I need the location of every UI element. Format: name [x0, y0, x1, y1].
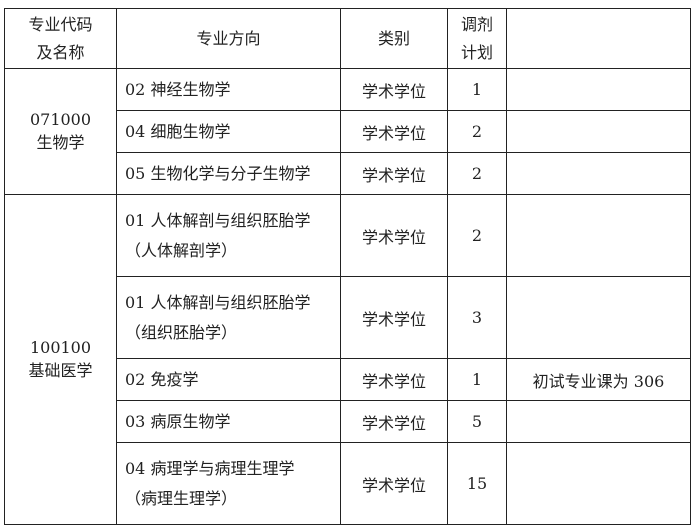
header-code-line2: 及名称 — [36, 42, 85, 62]
table-row: 04 病理学与病理生理学 （病理生理学） 学术学位 15 — [5, 442, 691, 525]
category-cell: 学术学位 — [340, 194, 448, 277]
table-row: 01 人体解剖与组织胚胎学 （组织胚胎学） 学术学位 3 — [5, 276, 691, 359]
note-cell — [506, 194, 691, 277]
category-cell: 学术学位 — [340, 442, 448, 525]
table-row: 100100 基础医学 01 人体解剖与组织胚胎学 （人体解剖学） 学术学位 2 — [4, 194, 691, 525]
direction-cell: 01 人体解剖与组织胚胎学 （人体解剖学） — [116, 194, 341, 277]
category-cell: 学术学位 — [340, 68, 448, 111]
direction-cell: 03 病原生物学 — [116, 400, 341, 443]
header-code-line1: 专业代码 — [28, 14, 93, 34]
header-note — [506, 8, 691, 69]
direction-sub: （病理生理学） — [125, 488, 238, 508]
direction-name: 05 生物化学与分子生物学 — [125, 163, 311, 183]
table-row: 02 免疫学 学术学位 1 初试专业课为 306 — [5, 358, 691, 401]
major-name: 基础医学 — [28, 361, 93, 380]
direction-sub: （人体解剖学） — [125, 240, 238, 260]
note-cell — [506, 110, 691, 153]
major-name: 生物学 — [36, 133, 85, 152]
plan-cell: 1 — [447, 68, 507, 111]
note-cell — [506, 400, 691, 443]
direction-name: 04 病理学与病理生理学 — [125, 458, 295, 478]
plan-cell: 3 — [447, 276, 507, 359]
header-row: 专业代码及名称 专业方向 类别 调剂计划 — [4, 8, 691, 69]
note-cell — [506, 68, 691, 111]
direction-sub: （组织胚胎学） — [125, 322, 238, 342]
direction-cell: 02 免疫学 — [116, 358, 341, 401]
major-cell: 071000 生物学 — [4, 68, 117, 195]
category-cell: 学术学位 — [340, 152, 448, 195]
major-code: 100100 — [29, 338, 92, 357]
plan-cell: 2 — [447, 152, 507, 195]
header-plan-line1: 调剂 — [460, 14, 493, 34]
major-code: 071000 — [29, 110, 92, 129]
header-direction: 专业方向 — [116, 8, 341, 69]
direction-cell: 02 神经生物学 — [116, 68, 341, 111]
direction-name: 01 人体解剖与组织胚胎学 — [125, 210, 311, 230]
direction-name: 02 免疫学 — [125, 369, 199, 389]
direction-name: 02 神经生物学 — [125, 79, 231, 99]
direction-cell: 04 细胞生物学 — [116, 110, 341, 153]
plan-cell: 2 — [447, 110, 507, 153]
header-code: 专业代码 及名称 — [4, 8, 117, 69]
plan-cell: 1 — [447, 358, 507, 401]
header-plan-line2: 计划 — [460, 42, 493, 62]
direction-name: 04 细胞生物学 — [125, 121, 231, 141]
table-row: 05 生物化学与分子生物学 学术学位 2 — [5, 152, 691, 195]
header-category: 类别 — [340, 8, 448, 69]
note-cell: 初试专业课为 306 — [506, 358, 691, 401]
adjustment-plan-table: 专业代码 及名称 专业方向 类别 调剂 计划 071000 生物学 02 神经生物学 学术… — [4, 8, 691, 525]
direction-cell: 04 病理学与病理生理学 （病理生理学） — [116, 442, 341, 525]
category-cell: 学术学位 — [340, 400, 448, 443]
direction-cell: 05 生物化学与分子生物学 — [116, 152, 341, 195]
header-plan: 调剂 计划 — [447, 8, 507, 69]
note-cell — [506, 276, 691, 359]
table-row: 03 病原生物学 学术学位 5 — [5, 400, 691, 443]
note-cell — [506, 152, 691, 195]
category-cell: 学术学位 — [340, 276, 448, 359]
table-row: 071000 生物学 02 神经生物学 学术学位 1 — [4, 68, 691, 195]
table-row: 04 细胞生物学 学术学位 2 — [5, 110, 691, 153]
direction-name: 01 人体解剖与组织胚胎学 — [125, 292, 311, 312]
major-cell: 100100 基础医学 — [4, 194, 117, 525]
direction-name: 03 病原生物学 — [125, 411, 231, 431]
category-cell: 学术学位 — [340, 110, 448, 153]
category-cell: 学术学位 — [340, 358, 448, 401]
note-cell — [506, 442, 691, 525]
plan-cell: 5 — [447, 400, 507, 443]
plan-cell: 2 — [447, 194, 507, 277]
direction-cell: 01 人体解剖与组织胚胎学 （组织胚胎学） — [116, 276, 341, 359]
plan-cell: 15 — [447, 442, 507, 525]
